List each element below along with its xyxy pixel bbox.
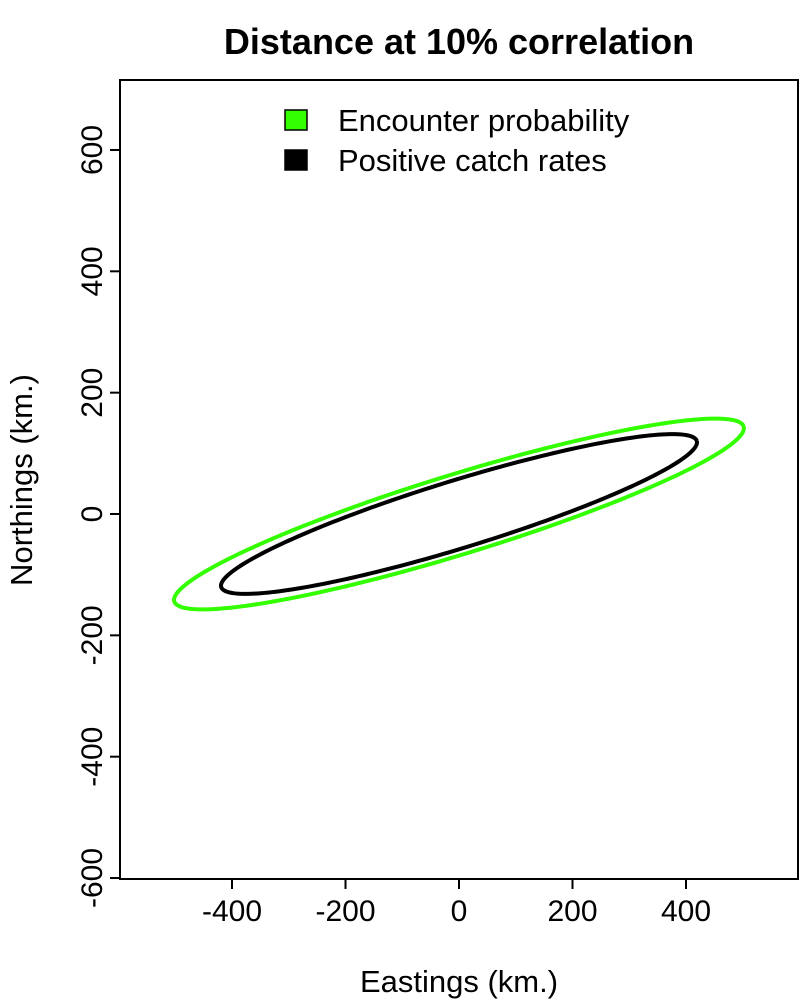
y-tick-label: 600 bbox=[76, 125, 109, 175]
x-tick-label: 200 bbox=[547, 895, 597, 928]
legend-swatch-encounter-probability bbox=[284, 109, 308, 131]
y-tick-label: -600 bbox=[76, 848, 109, 908]
x-tick-label: 400 bbox=[661, 895, 711, 928]
encounter-probability-ellipse bbox=[172, 416, 746, 612]
x-tick-label: -400 bbox=[202, 895, 262, 928]
plot-area bbox=[172, 416, 746, 612]
positive-catch-rates-ellipse bbox=[219, 432, 699, 596]
x-axis: -400 -200 0 200 400 bbox=[202, 878, 711, 928]
x-tick-label: -200 bbox=[315, 895, 375, 928]
x-axis-label: Eastings (km.) bbox=[360, 964, 558, 999]
y-axis-label: Northings (km.) bbox=[4, 374, 39, 586]
x-tick-label: 0 bbox=[451, 895, 468, 928]
legend: Encounter probability Positive catch rate… bbox=[284, 103, 630, 178]
y-tick-label: -200 bbox=[76, 605, 109, 665]
legend-label-encounter-probability: Encounter probability bbox=[338, 103, 630, 138]
y-tick-label: -400 bbox=[76, 727, 109, 787]
y-tick-label: 200 bbox=[76, 368, 109, 418]
legend-swatch-positive-catch-rates bbox=[284, 149, 308, 171]
legend-label-positive-catch-rates: Positive catch rates bbox=[338, 143, 607, 178]
y-tick-label: 0 bbox=[76, 506, 109, 523]
y-axis: -600 -400 -200 0 200 400 600 bbox=[76, 125, 121, 908]
y-tick-label: 400 bbox=[76, 246, 109, 296]
chart-title: Distance at 10% correlation bbox=[224, 21, 694, 62]
